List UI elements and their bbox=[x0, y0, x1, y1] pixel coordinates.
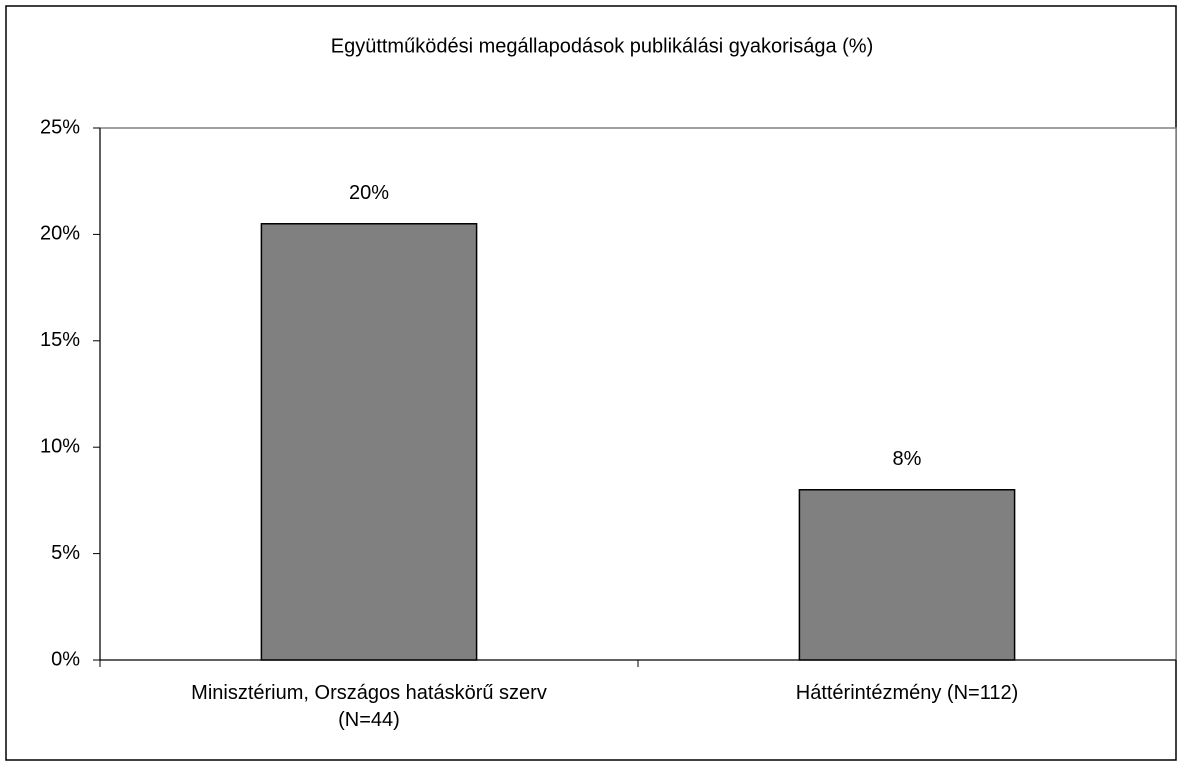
y-tick-label: 5% bbox=[51, 542, 80, 564]
y-tick-label: 20% bbox=[40, 223, 80, 245]
x-tick-label: Minisztérium, Országos hatáskörű szerv (… bbox=[191, 682, 547, 731]
y-tick-label: 15% bbox=[40, 329, 80, 351]
y-tick-label: 10% bbox=[40, 435, 80, 457]
y-tick-label: 0% bbox=[51, 648, 80, 670]
bar bbox=[260, 223, 478, 661]
x-tick-label: Háttérintézmény (N=112) bbox=[795, 682, 1019, 704]
bar bbox=[798, 489, 1016, 661]
data-label: 20% bbox=[349, 182, 389, 204]
data-label: 8% bbox=[893, 448, 922, 470]
chart-title: Együttműködési megállapodások publikálás… bbox=[331, 35, 874, 57]
y-tick-label: 25% bbox=[40, 116, 80, 138]
